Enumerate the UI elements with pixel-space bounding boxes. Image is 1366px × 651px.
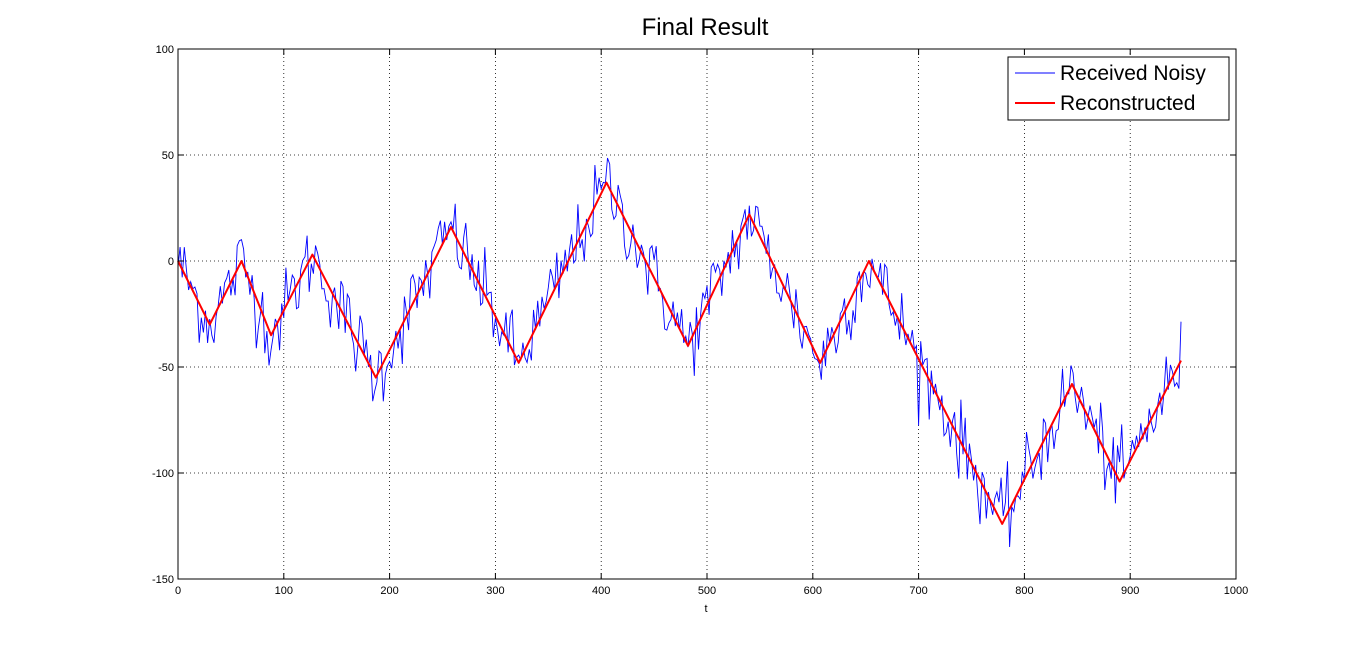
legend-label-received-noisy: Received Noisy (1060, 62, 1206, 85)
y-tick-label: -100 (152, 468, 174, 480)
x-tick-label: 300 (486, 585, 504, 597)
series-line-reconstructed (177, 181, 1182, 525)
x-tick-label: 900 (1121, 585, 1139, 597)
series-layer (177, 157, 1182, 548)
x-tick-label: 700 (909, 585, 927, 597)
y-tick-label: -50 (158, 362, 174, 374)
y-tick-label: -150 (152, 574, 174, 586)
chart-title: Final Result (642, 14, 769, 41)
legend-label-reconstructed: Reconstructed (1060, 92, 1195, 115)
x-tick-label: 500 (698, 585, 716, 597)
x-tick-label: 1000 (1224, 585, 1248, 597)
x-tick-label: 200 (380, 585, 398, 597)
y-tick-label: 100 (156, 44, 174, 56)
legend-box (1007, 56, 1230, 121)
x-tick-label: 400 (592, 585, 610, 597)
grid (178, 49, 1236, 579)
x-tick-label: 600 (804, 585, 822, 597)
y-tick-label: 0 (168, 256, 174, 268)
x-axis-label: t (704, 603, 707, 615)
x-tick-label: 800 (1015, 585, 1033, 597)
legend: Received Noisy Reconstructed (1007, 56, 1230, 121)
x-tick-label: 100 (275, 585, 293, 597)
x-tick-label: 0 (175, 585, 181, 597)
ticks: 0 100 200 300 400 500 600 700 800 900 1000-150-100… (152, 44, 1248, 597)
y-tick-label: 50 (162, 150, 174, 162)
